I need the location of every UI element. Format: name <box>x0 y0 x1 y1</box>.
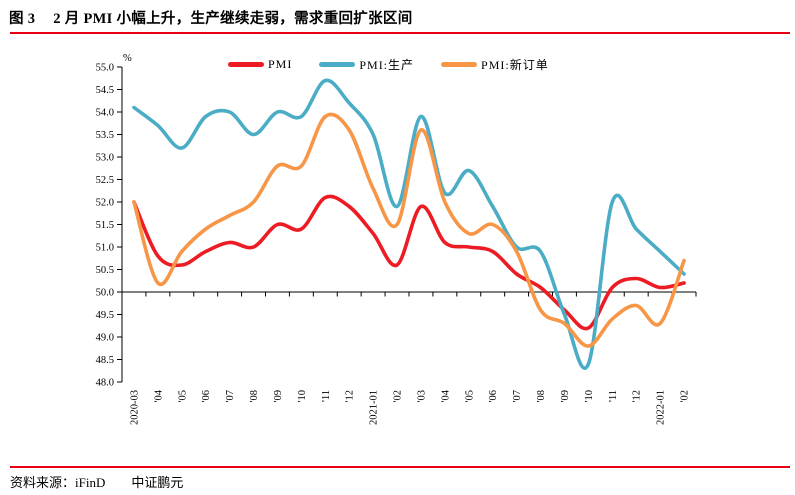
legend-item-new-orders: PMI:新订单 <box>441 56 549 73</box>
divider-top <box>10 32 790 35</box>
x-tick-label: '02 <box>393 390 404 402</box>
series-line-pmi <box>132 194 686 331</box>
y-tick-label: 48.5 <box>96 355 114 366</box>
x-tick-label: '12 <box>345 390 356 402</box>
x-tick-label: 2022-01 <box>656 390 667 425</box>
brand-name: 中证鹏元 <box>131 475 184 490</box>
x-tick-label: '05 <box>464 390 475 402</box>
y-axis <box>117 66 123 383</box>
y-tick-label: 49.0 <box>96 333 114 344</box>
chart-legend: PMI PMI:生产 PMI:新订单 <box>228 56 549 73</box>
x-tick-label: '08 <box>536 390 547 402</box>
series-line-production <box>132 78 686 370</box>
legend-item-pmi: PMI <box>228 57 292 72</box>
pmi-line-swatch <box>228 62 264 67</box>
y-tick-label: 50.5 <box>96 265 114 276</box>
divider-bottom <box>10 466 790 469</box>
y-tick-label: 53.5 <box>96 130 114 141</box>
x-tick-label: '08 <box>249 390 260 402</box>
y-tick-label: 49.5 <box>96 310 114 321</box>
y-tick-label: 55.0 <box>96 63 114 74</box>
x-tick-label: '10 <box>584 390 595 402</box>
y-tick-label: 52.5 <box>96 175 114 186</box>
x-tick-label: '11 <box>608 390 619 402</box>
x-tick-label: '06 <box>488 390 499 402</box>
x-tick-label: '05 <box>177 390 188 402</box>
x-tick-label: '10 <box>297 390 308 402</box>
legend-item-production: PMI:生产 <box>319 56 414 73</box>
legend-label-new-orders: PMI:新订单 <box>481 58 549 72</box>
series-line-new-orders <box>132 112 686 348</box>
legend-label-pmi: PMI <box>268 57 293 71</box>
y-tick-label: 50.0 <box>96 288 114 299</box>
axes <box>117 66 697 383</box>
x-tick-label: 2021-01 <box>369 390 380 425</box>
y-tick-label: 52.0 <box>96 198 114 209</box>
legend-label-production: PMI:生产 <box>359 58 415 72</box>
x-axis-baseline <box>121 291 697 297</box>
x-tick-label: '11 <box>321 390 332 402</box>
x-tick-label: '02 <box>680 390 691 402</box>
x-tick-label: '09 <box>273 390 284 402</box>
x-tick-label: '04 <box>440 389 451 402</box>
x-tick-labels: 2020-03 '04 '05 '06 '07 '08 '09 '10 '11 '12 2021-0… <box>129 389 690 425</box>
x-tick-label: '04 <box>153 389 164 402</box>
figure-number: 图 3 <box>9 11 36 27</box>
y-tick-label: 54.0 <box>96 108 114 119</box>
x-tick-label: 2020-03 <box>129 390 140 425</box>
y-tick-labels: 48.0 48.5 49.0 49.5 50.0 50.5 51.0 51.5 52.0 52.5… <box>96 63 114 389</box>
production-line-swatch <box>319 62 356 67</box>
y-tick-label: 51.0 <box>96 243 114 254</box>
y-tick-label: 48.0 <box>96 378 114 389</box>
x-tick-label: '07 <box>512 390 523 402</box>
figure-title-text: 2 月 PMI 小幅上升，生产继续走弱，需求重回扩张区间 <box>53 11 413 27</box>
x-tick-label: '03 <box>416 390 427 402</box>
y-axis-unit-label: % <box>123 53 132 64</box>
new-orders-line-swatch <box>441 62 478 67</box>
x-tick-label: '07 <box>225 390 236 402</box>
source-note: 资料来源：iFinD 中证鹏元 <box>10 472 183 491</box>
x-tick-label: '06 <box>201 390 212 402</box>
x-tick-label: '12 <box>632 390 643 402</box>
y-tick-label: 54.5 <box>96 85 114 96</box>
pmi-line-chart: 48.0 48.5 49.0 49.5 50.0 50.5 51.0 51.5 52.0 52.5… <box>96 53 697 425</box>
source-label: 资料来源：iFinD <box>10 475 106 490</box>
figure-title: 图 3 2 月 PMI 小幅上升，生产继续走弱，需求重回扩张区间 <box>9 7 413 28</box>
y-tick-label: 53.0 <box>96 153 114 164</box>
chart-area: 48.0 48.5 49.0 49.5 50.0 50.5 51.0 51.5 52.0 52.5… <box>0 40 795 460</box>
y-tick-label: 51.5 <box>96 220 114 231</box>
x-tick-label: '09 <box>560 390 571 402</box>
